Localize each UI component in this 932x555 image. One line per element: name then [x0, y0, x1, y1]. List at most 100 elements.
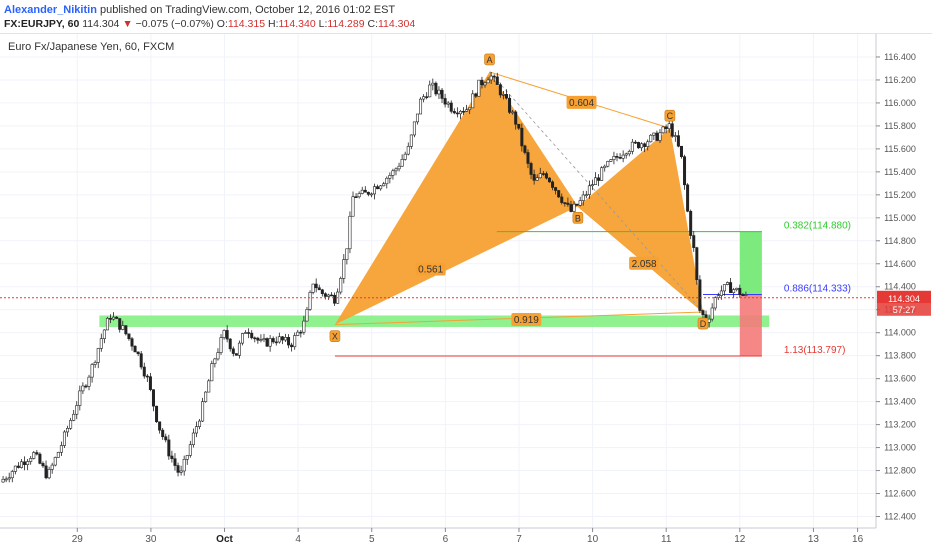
candle: [532, 174, 536, 181]
candle: [259, 339, 263, 342]
candle: [612, 156, 616, 160]
candle: [363, 189, 367, 193]
pattern-point-badge: [572, 212, 584, 224]
candle: [213, 358, 217, 364]
candle: [237, 342, 241, 356]
stop-zone: [739, 294, 762, 357]
ratio-label: 0.604: [569, 98, 594, 109]
symbol-label[interactable]: FX:EURJPY, 60: [4, 18, 80, 30]
candle: [179, 470, 183, 473]
candle: [314, 283, 318, 289]
time-tick-label: Oct: [216, 534, 233, 545]
candle: [354, 196, 358, 198]
last-price: 114.304: [82, 18, 120, 30]
candle: [683, 156, 687, 186]
candle: [661, 126, 665, 134]
candle: [437, 89, 441, 95]
candle: [127, 333, 131, 340]
candle: [234, 353, 238, 356]
candle: [606, 161, 610, 167]
candle: [587, 185, 591, 195]
candle: [271, 338, 275, 343]
candle: [151, 389, 155, 407]
price-chart[interactable]: Euro Fx/Japanese Yen, 60, FXCM 0.382(114.…: [0, 34, 932, 550]
ratio-badge: [511, 313, 542, 327]
candle: [738, 287, 742, 295]
candle: [81, 385, 85, 392]
candle: [317, 287, 321, 291]
candle: [563, 202, 567, 204]
candle: [474, 93, 478, 97]
candle: [415, 113, 419, 123]
time-tick-label: 13: [808, 534, 820, 545]
candle: [538, 173, 542, 179]
pattern-point-label: B: [575, 213, 581, 223]
price-tick-label: 113.200: [884, 420, 916, 430]
candle: [47, 469, 51, 479]
candle: [698, 279, 702, 311]
close-label: C:: [367, 18, 378, 30]
candle: [228, 338, 232, 350]
candle: [692, 235, 696, 248]
candle: [78, 390, 82, 406]
candle: [686, 184, 690, 212]
candle: [633, 141, 637, 144]
candle: [664, 126, 668, 130]
candle: [198, 420, 202, 427]
candle: [16, 465, 20, 468]
candle: [219, 337, 223, 353]
candle: [578, 200, 582, 206]
candle: [50, 464, 54, 470]
candle: [726, 282, 730, 285]
candle: [492, 75, 496, 78]
candle: [268, 338, 272, 347]
target-zone: [739, 231, 762, 295]
chart-area[interactable]: Euro Fx/Japanese Yen, 60, FXCM 0.382(114.…: [0, 34, 932, 550]
candle: [170, 455, 174, 460]
candle: [351, 196, 355, 217]
candle: [397, 165, 401, 170]
high-value: 114.340: [278, 18, 316, 30]
level-label: 1.13(113.797): [784, 345, 846, 356]
candle: [345, 248, 349, 260]
candle: [148, 376, 152, 390]
candle: [360, 189, 364, 194]
pattern-point-badge: [329, 330, 341, 342]
candle: [523, 145, 527, 153]
candle: [62, 431, 66, 446]
candle: [59, 445, 63, 453]
candle: [618, 157, 622, 159]
candle: [185, 455, 189, 460]
time-tick-label: 6: [443, 534, 449, 545]
pattern-triangle-bcd: [577, 128, 704, 313]
price-tick-label: 116.200: [884, 75, 916, 85]
candle: [376, 186, 380, 190]
candle: [320, 289, 324, 294]
open-label: O:: [216, 18, 228, 30]
author-link[interactable]: Alexander_Nikitin: [4, 4, 97, 16]
candle: [443, 98, 447, 105]
candle: [72, 413, 76, 421]
price-tick-label: 112.800: [884, 466, 916, 476]
candle: [640, 143, 644, 149]
candle: [584, 194, 588, 196]
price-tick-label: 115.800: [884, 121, 916, 131]
candle: [32, 452, 36, 459]
candle: [643, 143, 647, 147]
candle: [69, 420, 73, 429]
candle: [388, 175, 392, 179]
candle: [66, 428, 70, 433]
candle: [164, 436, 168, 441]
candle: [191, 432, 195, 445]
candle: [10, 471, 14, 479]
candle: [225, 330, 229, 340]
candle: [194, 426, 198, 434]
candle: [701, 310, 705, 315]
pattern-point-badge: [697, 317, 709, 330]
candle: [403, 153, 407, 160]
candle: [41, 463, 45, 467]
candle: [366, 191, 370, 195]
candles: [1, 72, 748, 483]
candle: [557, 190, 561, 198]
candle: [253, 337, 257, 340]
